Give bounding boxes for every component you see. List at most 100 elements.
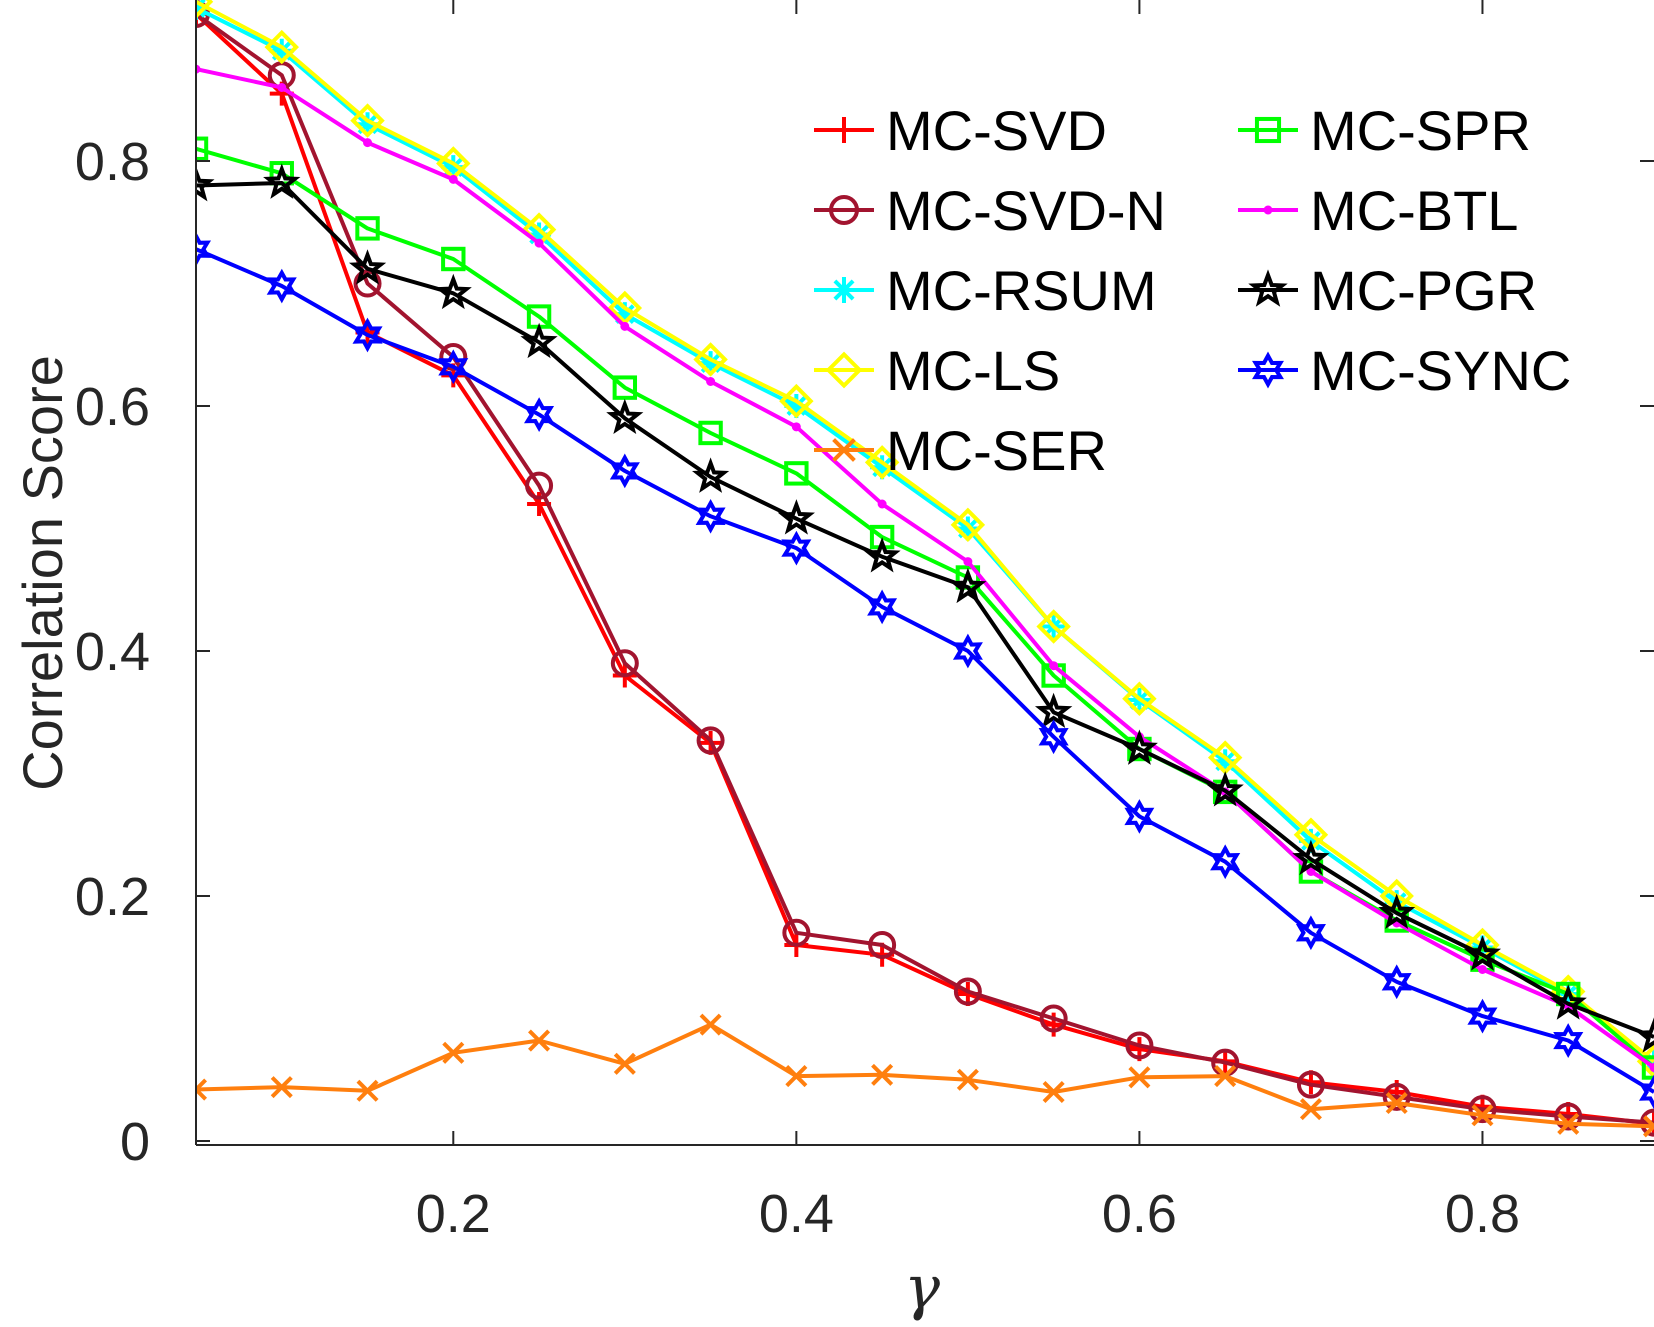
x-axis-label: γ: [904, 1253, 940, 1323]
y-tick-label: 0.4: [75, 622, 150, 682]
data-point: [699, 1013, 722, 1036]
data-point: [1477, 965, 1487, 974]
data-point: [956, 1068, 979, 1091]
data-point: [523, 397, 555, 432]
data-point: [1385, 1092, 1408, 1115]
x-tick-label: 0.6: [1102, 1184, 1177, 1244]
data-point: [1295, 915, 1327, 951]
data-point: [1248, 269, 1288, 307]
legend-entry-mc-pgr: MC-PGR: [1238, 259, 1537, 322]
data-point: [782, 918, 811, 947]
data-point: [1039, 1004, 1068, 1033]
series-line: [196, 1022, 1654, 1129]
legend-label: MC-SVD-N: [886, 179, 1166, 242]
data-point: [779, 383, 814, 419]
data-point: [363, 138, 373, 148]
data-point: [1120, 729, 1158, 765]
data-point: [1641, 1055, 1654, 1080]
data-point: [350, 103, 385, 138]
legend-entry-mc-sync: MC-SYNC: [1238, 339, 1571, 402]
data-point: [1635, 1017, 1654, 1053]
data-point: [442, 1041, 465, 1064]
y-axis-label: Correlation Score: [11, 355, 74, 791]
data-point: [832, 438, 856, 462]
data-point: [266, 268, 297, 304]
data-point: [953, 977, 982, 1006]
data-point: [1642, 1115, 1654, 1138]
data-point: [1049, 661, 1059, 671]
series-mc-pgr: [196, 163, 1654, 1053]
data-point: [952, 633, 983, 669]
data-point: [1214, 1065, 1237, 1088]
data-point: [864, 445, 900, 480]
data-point: [534, 238, 544, 248]
data-point: [612, 302, 637, 327]
data-point: [613, 1052, 636, 1075]
data-point: [1210, 844, 1241, 880]
data-point: [1034, 692, 1073, 729]
legend-label: MC-SER: [886, 419, 1107, 482]
data-point: [784, 394, 809, 418]
y-tick-label: 0.8: [75, 132, 150, 192]
data-point: [863, 537, 901, 573]
data-point: [870, 455, 895, 480]
data-point: [829, 195, 859, 225]
data-point: [1384, 908, 1409, 933]
data-point: [1549, 984, 1587, 1020]
data-point: [1471, 1104, 1494, 1127]
data-point: [356, 1079, 379, 1102]
data-point: [1296, 1070, 1325, 1099]
data-point: [1553, 1023, 1584, 1058]
data-point: [520, 322, 558, 359]
data-point: [1299, 1098, 1322, 1121]
data-point: [269, 38, 294, 63]
legend-entry-mc-ls: MC-LS: [814, 339, 1060, 402]
data-point: [612, 375, 638, 400]
data-point: [1470, 935, 1495, 960]
data-point: [355, 112, 380, 137]
data-point: [448, 174, 458, 184]
data-point: [785, 1065, 808, 1088]
legend-label: MC-SVD: [886, 99, 1107, 162]
x-tick-label: 0.2: [416, 1184, 491, 1244]
legend: MC-SVD MC-SVD-N MC-RSUM MC-LS MC-SER MC-SPR MC…: [814, 99, 1571, 482]
data-point: [525, 471, 554, 500]
data-point: [867, 589, 898, 625]
y-tick-label: 0: [120, 1112, 150, 1172]
legend-entry-mc-svd-n: MC-SVD-N: [814, 179, 1166, 242]
data-point: [784, 461, 809, 486]
data-point: [196, 1078, 208, 1101]
data-point: [1649, 1063, 1654, 1072]
legend-entry-mc-svd: MC-SVD: [814, 99, 1107, 162]
tick-labels: 0.2 0.4 0.6 0.8 0 0.2 0.4 0.6 0.8: [75, 132, 1520, 1244]
data-point: [831, 117, 857, 143]
x-tick-label: 0.4: [759, 1184, 834, 1244]
data-point: [1378, 893, 1416, 929]
series-mc-btl: [196, 64, 1654, 1072]
data-point: [1306, 867, 1316, 876]
series-line: [196, 146, 1654, 1070]
data-point: [528, 1029, 551, 1052]
data-point: [196, 165, 215, 202]
y-tick-label: 0.2: [75, 867, 150, 927]
data-point: [441, 246, 466, 272]
data-point: [777, 499, 815, 535]
series-line: [196, 0, 1654, 1063]
data-point: [196, 231, 212, 267]
series-line: [196, 12, 1654, 1125]
data-point: [949, 567, 987, 604]
series-layer: [196, 0, 1654, 1138]
data-point: [791, 422, 801, 432]
data-point: [1468, 1095, 1497, 1124]
data-point: [263, 163, 301, 199]
data-point: [1206, 771, 1244, 807]
data-point: [955, 516, 980, 541]
data-point: [698, 420, 723, 446]
data-point: [692, 457, 730, 493]
legend-label: MC-PGR: [1310, 259, 1537, 322]
series-mc-sync: [196, 231, 1654, 1110]
legend-entry-mc-ser: MC-SER: [814, 419, 1107, 482]
data-point: [695, 498, 726, 534]
data-point: [620, 321, 630, 331]
